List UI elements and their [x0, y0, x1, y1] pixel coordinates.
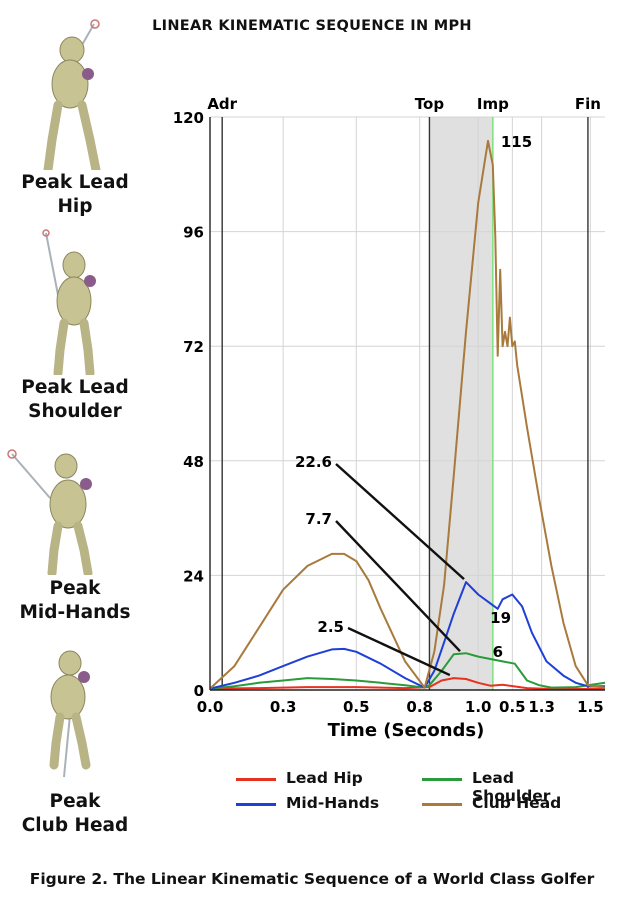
leader-line-7-7 [335, 520, 461, 653]
x-tick-label: 0.3 [270, 698, 297, 716]
y-tick-label: 0 [194, 682, 204, 700]
event-label-fin: Fin [575, 95, 601, 113]
golfer-label-line1: Peak [49, 578, 101, 599]
annotation-7-7: 7.7 [305, 510, 332, 528]
golfer-label-peak-club-head: Peak Club Head [0, 790, 150, 838]
x-tick-label: 0.5 [499, 698, 526, 716]
golfer-peak-mid-hands-figure [0, 440, 150, 575]
x-tick-label: 1.3 [528, 698, 555, 716]
x-tick-label: 1.5 [577, 698, 604, 716]
leader-line-22-6 [335, 463, 465, 580]
legend-swatch-lead-hip [236, 778, 276, 781]
leader-line-2-5 [347, 626, 451, 677]
legend-label-lead-shoulder: Lead Shoulder [472, 769, 551, 805]
x-tick-label: 1.0 [465, 698, 492, 716]
golfer-icon [43, 19, 101, 170]
golfer-label-line2: Club Head [21, 815, 129, 836]
series-line-lead-hip [209, 677, 606, 690]
golfer-label-line1: Peak Lead [21, 172, 129, 193]
chart-grid [209, 116, 605, 691]
y-tick-label: 72 [183, 338, 204, 356]
golfer-label-line1: Peak [49, 791, 101, 812]
golfer-icon [7, 449, 93, 575]
x-axis-label: Time (Seconds) [328, 720, 485, 741]
legend-swatch-club-head [422, 803, 462, 806]
x-tick-label: 0.0 [197, 698, 224, 716]
golfer-label-line1: Peak Lead [21, 377, 129, 398]
golfer-label-line2: Shoulder [28, 401, 122, 422]
annotation-2-5: 2.5 [317, 618, 344, 636]
y-tick-label: 96 [183, 224, 204, 242]
annotation-115: 115 [501, 133, 532, 151]
y-tick-label: 48 [183, 453, 204, 471]
golfer-icon [42, 229, 96, 375]
annotation-19: 19 [490, 609, 511, 627]
legend-label-club-head: Club Head [472, 794, 562, 812]
kinematic-sequence-chart: Adr Top Imp Fin 0 24 48 72 96 120 0.0 0.3 0.5 0.8 1.0… [173, 95, 606, 741]
series-line-mid-hands [209, 581, 605, 690]
event-label-top: Top [415, 95, 445, 113]
golfer-label-peak-mid-hands: Peak Mid-Hands [0, 577, 150, 625]
legend-label-lead-hip: Lead Hip [286, 769, 363, 787]
chart-legend: Lead Hip Lead Shoulder Mid-Hands Club He… [232, 768, 592, 818]
y-tick-label: 120 [173, 109, 204, 127]
event-lines: Adr Top Imp Fin [207, 95, 601, 690]
chart-title: LINEAR KINEMATIC SEQUENCE IN MPH [152, 18, 472, 34]
golfer-label-peak-lead-hip: Peak Lead Hip [0, 171, 150, 219]
legend-swatch-mid-hands [236, 803, 276, 806]
golfer-peak-lead-shoulder-figure [0, 225, 150, 375]
golfer-peak-club-head-figure [0, 645, 150, 780]
chart-series [209, 139, 606, 690]
legend-swatch-lead-shoulder [422, 778, 462, 781]
annotation-22-6: 22.6 [295, 453, 332, 471]
downswing-shaded-region [429, 117, 493, 690]
golfer-label-peak-lead-shoulder: Peak Lead Shoulder [0, 376, 150, 424]
chart-annotations: 115 22.6 19 7.7 6 2.5 [295, 133, 532, 677]
x-tick-label: 0.8 [406, 698, 433, 716]
event-label-imp: Imp [477, 95, 509, 113]
annotation-6: 6 [493, 643, 503, 661]
y-tick-label: 24 [183, 567, 204, 585]
golfer-label-line2: Mid-Hands [19, 602, 131, 623]
figure-caption: Figure 2. The Linear Kinematic Sequence … [29, 870, 595, 888]
x-tick-label: 0.5 [343, 698, 370, 716]
golfer-label-line2: Hip [57, 196, 93, 217]
legend-label-mid-hands: Mid-Hands [286, 794, 380, 812]
series-line-club-head [209, 139, 606, 690]
golfer-icon [49, 650, 91, 778]
event-label-adr: Adr [207, 95, 237, 113]
golfer-peak-lead-hip-figure [0, 10, 150, 170]
